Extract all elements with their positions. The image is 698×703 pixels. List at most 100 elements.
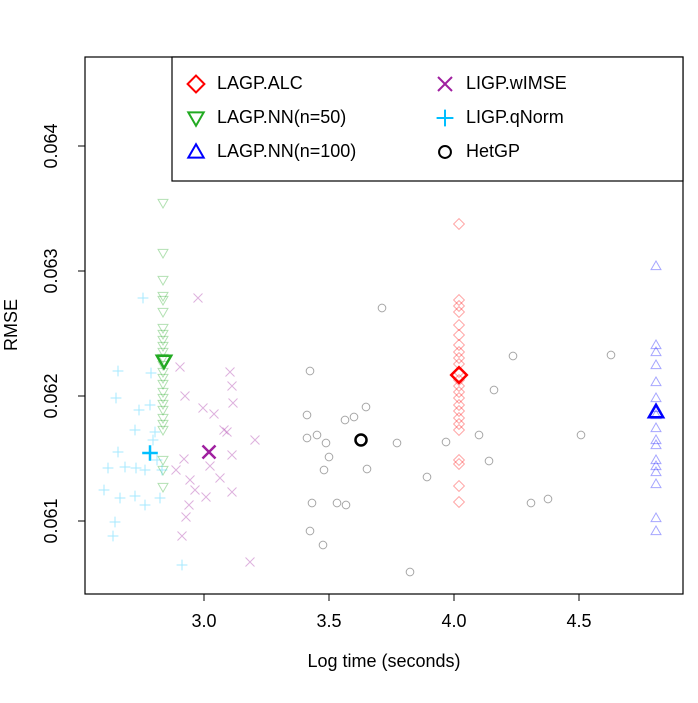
point bbox=[441, 437, 451, 447]
point bbox=[145, 367, 157, 379]
legend-label: LAGP.NN(n=50) bbox=[217, 107, 346, 127]
point bbox=[422, 472, 432, 482]
point bbox=[392, 438, 402, 448]
point bbox=[452, 217, 466, 231]
point bbox=[98, 484, 110, 496]
point bbox=[179, 454, 189, 464]
point bbox=[606, 350, 616, 360]
point bbox=[405, 567, 415, 577]
point bbox=[318, 540, 328, 550]
x-axis-label: Log time (seconds) bbox=[307, 651, 460, 671]
point bbox=[452, 338, 466, 352]
point bbox=[177, 531, 187, 541]
point bbox=[157, 425, 169, 436]
point bbox=[452, 318, 466, 332]
point bbox=[650, 466, 662, 477]
x-tick-label: 4.0 bbox=[441, 611, 466, 631]
point bbox=[319, 465, 329, 475]
point bbox=[650, 409, 662, 420]
point bbox=[321, 438, 331, 448]
point bbox=[154, 492, 166, 504]
point bbox=[215, 473, 225, 483]
point bbox=[452, 391, 466, 405]
point bbox=[157, 399, 169, 410]
point bbox=[157, 329, 169, 340]
point bbox=[157, 323, 169, 334]
point bbox=[107, 530, 119, 542]
point bbox=[340, 415, 350, 425]
y-axis-label: RMSE bbox=[1, 299, 21, 351]
y-tick-label: 0.063 bbox=[41, 248, 61, 293]
point bbox=[149, 426, 161, 438]
legend-box bbox=[171, 56, 684, 182]
mean-point bbox=[201, 444, 217, 460]
point bbox=[650, 460, 662, 471]
point bbox=[209, 409, 219, 419]
point bbox=[452, 351, 466, 365]
point bbox=[157, 353, 169, 364]
point bbox=[157, 295, 169, 306]
point bbox=[180, 391, 190, 401]
point bbox=[312, 430, 322, 440]
point bbox=[484, 456, 494, 466]
legend-label: LAGP.NN(n=100) bbox=[217, 141, 356, 161]
point bbox=[650, 376, 662, 387]
point bbox=[452, 495, 466, 509]
point bbox=[250, 435, 260, 445]
mean-point bbox=[154, 354, 174, 371]
point bbox=[650, 422, 662, 433]
point bbox=[171, 465, 181, 475]
point bbox=[227, 450, 237, 460]
point bbox=[650, 346, 662, 357]
point bbox=[489, 385, 499, 395]
point bbox=[157, 307, 169, 318]
point bbox=[650, 454, 662, 465]
point bbox=[452, 345, 466, 359]
point bbox=[157, 379, 169, 390]
point bbox=[650, 359, 662, 370]
point bbox=[157, 248, 169, 259]
point bbox=[576, 430, 586, 440]
point bbox=[130, 462, 142, 474]
point bbox=[157, 387, 169, 398]
legend-label: LIGP.wIMSE bbox=[466, 73, 567, 93]
point bbox=[139, 464, 151, 476]
point bbox=[302, 433, 312, 443]
point bbox=[452, 328, 466, 342]
point bbox=[302, 410, 312, 420]
point bbox=[156, 464, 168, 476]
legend-symbol bbox=[436, 109, 454, 127]
point bbox=[650, 392, 662, 403]
point bbox=[452, 411, 466, 425]
point bbox=[452, 379, 466, 393]
point bbox=[157, 455, 169, 466]
point bbox=[157, 405, 169, 416]
point bbox=[190, 485, 200, 495]
point bbox=[650, 439, 662, 450]
point bbox=[198, 403, 208, 413]
point bbox=[175, 362, 185, 372]
mean-point bbox=[646, 402, 666, 419]
point bbox=[245, 557, 255, 567]
point bbox=[112, 365, 124, 377]
point bbox=[222, 427, 232, 437]
point bbox=[452, 417, 466, 431]
point bbox=[650, 478, 662, 489]
point bbox=[157, 393, 169, 404]
point bbox=[157, 373, 169, 384]
point bbox=[119, 461, 131, 473]
point bbox=[650, 434, 662, 445]
point bbox=[157, 413, 169, 424]
point bbox=[157, 341, 169, 352]
point bbox=[225, 367, 235, 377]
point bbox=[452, 453, 466, 467]
point bbox=[227, 487, 237, 497]
point bbox=[185, 475, 195, 485]
point bbox=[205, 461, 215, 471]
point bbox=[157, 419, 169, 430]
point bbox=[362, 464, 372, 474]
x-tick-label: 3.5 bbox=[316, 611, 341, 631]
legend-label: LIGP.qNorm bbox=[466, 107, 564, 127]
point bbox=[157, 335, 169, 346]
